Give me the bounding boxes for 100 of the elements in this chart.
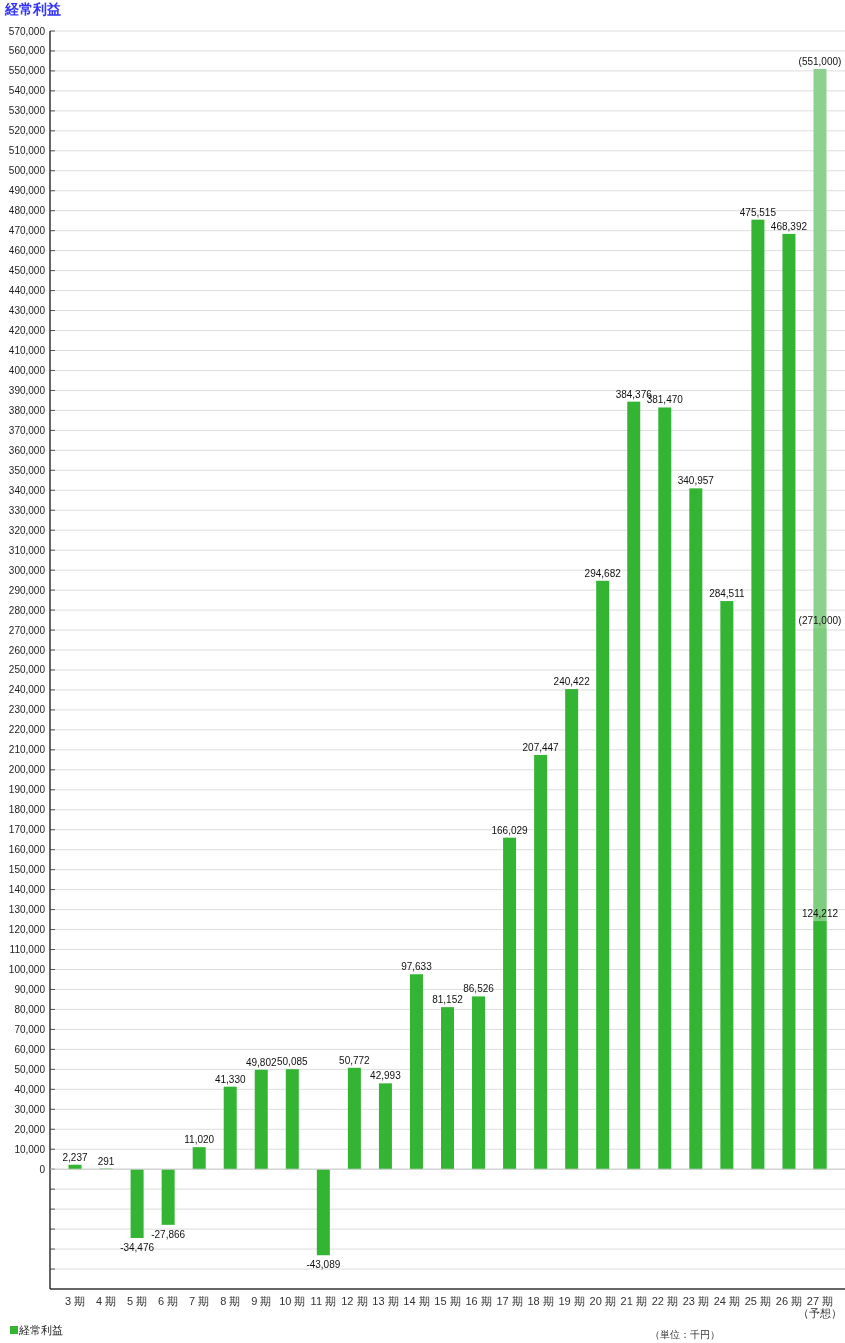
- y-tick-label: 560,000: [8, 45, 46, 57]
- y-tick-label: 30,000: [14, 1103, 46, 1115]
- x-tick-label: 4 期: [95, 1295, 117, 1307]
- data-label: 50,085: [277, 1056, 309, 1068]
- x-tick-label: 24 期: [713, 1295, 741, 1307]
- bar: [441, 1007, 454, 1170]
- data-label: (271,000): [798, 615, 842, 627]
- y-tick-label: 370,000: [8, 424, 46, 436]
- x-tick-label: 12 期: [341, 1295, 368, 1307]
- y-tick-label: 50,000: [14, 1063, 46, 1075]
- data-label: (551,000): [798, 55, 842, 67]
- y-tick-label: 510,000: [8, 145, 46, 157]
- x-tick-label: 7 期: [189, 1295, 210, 1307]
- x-tick-label: 3 期: [64, 1295, 86, 1307]
- x-tick-label: 8 期: [220, 1295, 241, 1307]
- y-tick-label: 570,000: [8, 25, 46, 37]
- y-tick-label: 180,000: [8, 804, 46, 816]
- bar: [192, 1147, 206, 1170]
- y-tick-label: 230,000: [8, 704, 46, 716]
- y-tick-label: 460,000: [8, 245, 46, 257]
- data-label: -34,476: [120, 1242, 155, 1254]
- bar: [223, 1086, 237, 1170]
- y-tick-label: 550,000: [8, 65, 46, 77]
- y-tick-label: 350,000: [8, 464, 46, 476]
- y-tick-label: 360,000: [8, 444, 46, 456]
- text: （単位：千円）: [650, 1329, 720, 1340]
- y-tick-label: 190,000: [8, 784, 46, 796]
- y-tick-label: 90,000: [14, 983, 46, 995]
- x-tick-label: 14 期: [403, 1295, 430, 1307]
- x-tick-label: 23 期: [682, 1295, 709, 1307]
- x-tick-label: 10 期: [279, 1295, 306, 1307]
- bar: [751, 219, 765, 1170]
- y-tick-label: 430,000: [8, 305, 46, 317]
- bar: [347, 1067, 361, 1170]
- y-tick-label: 220,000: [8, 724, 46, 736]
- bar: [378, 1083, 392, 1170]
- y-tick-label: 200,000: [8, 764, 46, 776]
- y-tick-label: 500,000: [8, 165, 46, 177]
- y-tick-label: 150,000: [8, 864, 46, 876]
- data-label: -27,866: [151, 1228, 186, 1240]
- bar: [503, 837, 517, 1170]
- bar: [689, 488, 703, 1170]
- y-tick-label: 160,000: [8, 844, 46, 856]
- y-tick-label: 450,000: [8, 265, 46, 277]
- data-label: 2,237: [62, 1151, 88, 1163]
- bar: [658, 407, 672, 1170]
- y-tick-label: 300,000: [8, 564, 46, 576]
- bar: [782, 233, 796, 1170]
- y-tick-label: 470,000: [8, 225, 46, 237]
- y-tick-label: 70,000: [14, 1023, 46, 1035]
- y-tick-label: 250,000: [8, 664, 46, 676]
- data-label: 86,526: [463, 983, 495, 995]
- y-tick-label: 40,000: [14, 1083, 46, 1095]
- y-tick-label: 380,000: [8, 404, 46, 416]
- data-label: 124,212: [801, 908, 839, 920]
- y-tick-label: 120,000: [8, 924, 46, 936]
- data-label: 41,330: [214, 1073, 246, 1085]
- x-tick-label: 17 期: [496, 1295, 523, 1307]
- x-tick-label: 15 期: [434, 1295, 461, 1307]
- x-tick-label: 11 期: [310, 1295, 337, 1307]
- data-label: 340,957: [677, 475, 715, 487]
- data-label: 291: [97, 1155, 115, 1167]
- y-tick-label: 140,000: [8, 884, 46, 896]
- bar: [316, 1169, 330, 1256]
- x-tick-label: 13 期: [372, 1295, 399, 1307]
- y-tick-label: 170,000: [8, 824, 46, 836]
- y-tick-label: 280,000: [8, 604, 46, 616]
- y-tick-label: 290,000: [8, 584, 46, 596]
- y-tick-label: 260,000: [8, 644, 46, 656]
- y-tick-label: 110,000: [9, 944, 46, 956]
- data-label: 49,802: [245, 1056, 277, 1068]
- y-tick-label: 80,000: [14, 1003, 46, 1015]
- y-tick-label: 340,000: [8, 484, 46, 496]
- y-tick-label: 320,000: [8, 524, 46, 536]
- y-tick-label: 270,000: [8, 624, 46, 636]
- x-tick-label: 21 期: [620, 1295, 647, 1307]
- x-tick-label: 5 期: [127, 1295, 148, 1307]
- y-tick-label: 10,000: [14, 1143, 46, 1155]
- chart-title: 経常利益: [4, 1, 61, 17]
- data-label: 81,152: [432, 994, 464, 1006]
- data-label: 475,515: [739, 206, 777, 218]
- x-tick-label: 18 期: [527, 1295, 554, 1307]
- data-label: 50,772: [339, 1054, 371, 1066]
- data-label: 166,029: [491, 824, 529, 836]
- data-label: 11,020: [184, 1134, 215, 1146]
- data-label: 207,447: [522, 741, 560, 753]
- data-label: 468,392: [770, 220, 808, 232]
- bar: [596, 580, 610, 1170]
- y-tick-label: 480,000: [8, 205, 46, 217]
- y-tick-label: 420,000: [8, 325, 46, 337]
- data-label: -43,089: [306, 1259, 341, 1271]
- y-tick-label: 60,000: [14, 1043, 46, 1055]
- legend-label: 経常利益: [18, 1324, 63, 1336]
- bar: [130, 1169, 144, 1239]
- y-tick-label: 390,000: [8, 384, 46, 396]
- bar: [285, 1069, 299, 1170]
- y-tick-label: 310,000: [8, 544, 46, 556]
- y-tick-label: 490,000: [8, 185, 46, 197]
- y-tick-label: 400,000: [8, 364, 46, 376]
- x-tick-label: 25 期: [744, 1295, 772, 1307]
